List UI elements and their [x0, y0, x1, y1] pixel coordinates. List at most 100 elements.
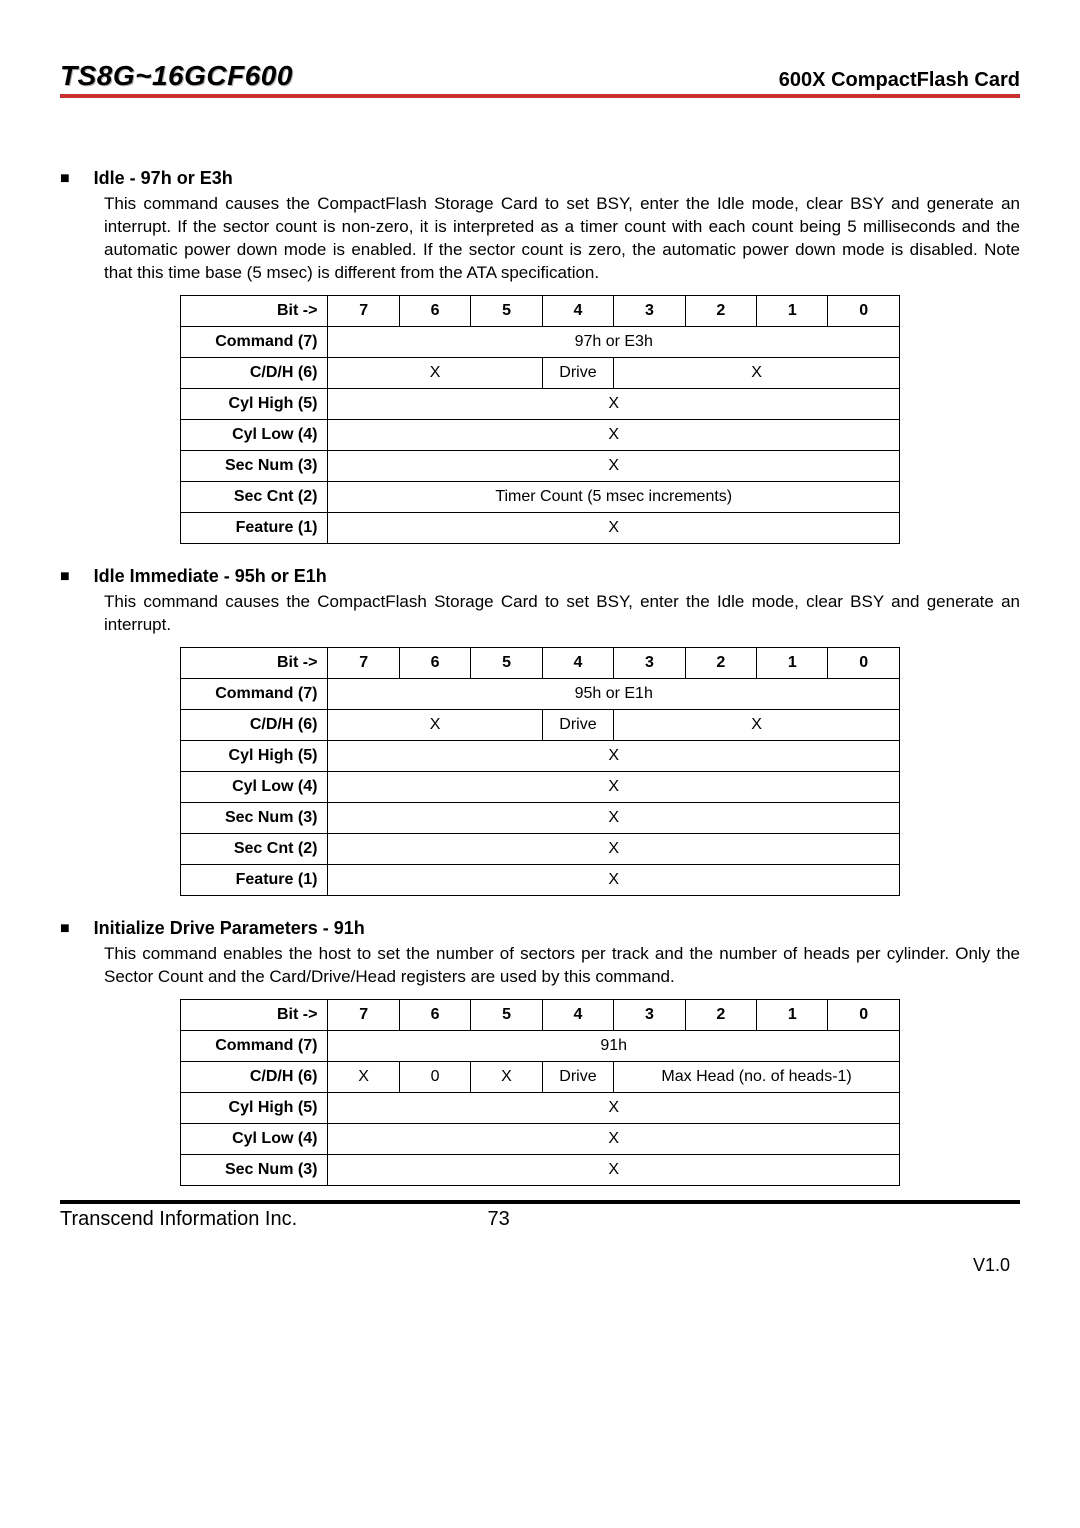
table-cell: X: [328, 864, 900, 895]
bit-column-header: 0: [828, 295, 900, 326]
row-label: Cyl High (5): [181, 1092, 328, 1123]
row-label: Feature (1): [181, 512, 328, 543]
table-row: Command (7)97h or E3h: [181, 326, 900, 357]
table-cell: X: [614, 357, 900, 388]
table-row: Sec Num (3)X: [181, 802, 900, 833]
bullet-icon: ■: [60, 568, 70, 586]
table-row: Feature (1)X: [181, 512, 900, 543]
bit-column-header: 4: [542, 295, 613, 326]
row-label: Cyl High (5): [181, 388, 328, 419]
table-cell: 0: [399, 1061, 470, 1092]
table-header-row: Bit ->76543210: [181, 999, 900, 1030]
bullet-icon: ■: [60, 920, 70, 938]
bit-column-header: 1: [757, 295, 828, 326]
table-cell: Drive: [542, 357, 613, 388]
table-cell: 95h or E1h: [328, 678, 900, 709]
bit-column-header: 7: [328, 295, 399, 326]
row-label: Cyl High (5): [181, 740, 328, 771]
table-cell: X: [328, 1092, 900, 1123]
table-cell: X: [328, 833, 900, 864]
section-description: This command causes the CompactFlash Sto…: [104, 193, 1020, 285]
command-section: ■ Idle - 97h or E3h This command causes th…: [60, 168, 1020, 544]
bit-column-header: 5: [471, 647, 542, 678]
table-row: Cyl Low (4)X: [181, 419, 900, 450]
table-cell: Timer Count (5 msec increments): [328, 481, 900, 512]
footer-row: Transcend Information Inc. 73: [60, 1204, 1020, 1231]
bullet-icon: ■: [60, 170, 70, 188]
table-row: Sec Cnt (2)X: [181, 833, 900, 864]
table-row: Feature (1)X: [181, 864, 900, 895]
table-cell: X: [328, 512, 900, 543]
row-label: Feature (1): [181, 864, 328, 895]
bit-column-header: 0: [828, 647, 900, 678]
row-label: Sec Num (3): [181, 802, 328, 833]
table-cell: X: [328, 802, 900, 833]
table-cell: X: [328, 709, 542, 740]
table-row: Cyl Low (4)X: [181, 771, 900, 802]
table-row: Cyl Low (4)X: [181, 1123, 900, 1154]
table-cell: X: [328, 771, 900, 802]
row-label: Cyl Low (4): [181, 771, 328, 802]
bit-column-header: 3: [614, 999, 685, 1030]
page: TS8G~16GCF600 600X CompactFlash Card ■ Id…: [0, 0, 1080, 1306]
table-row: C/D/H (6)XDriveX: [181, 709, 900, 740]
footer-version: V1.0: [60, 1255, 1020, 1276]
table-cell: X: [328, 419, 900, 450]
bit-column-header: 5: [471, 295, 542, 326]
bit-column-header: 4: [542, 999, 613, 1030]
section-heading: ■ Idle Immediate - 95h or E1h: [60, 566, 1020, 587]
bit-column-header: 7: [328, 999, 399, 1030]
row-label: Sec Num (3): [181, 1154, 328, 1185]
table-row: Sec Num (3)X: [181, 1154, 900, 1185]
section-title: Idle Immediate - 95h or E1h: [94, 566, 327, 587]
model-title: TS8G~16GCF600: [60, 60, 293, 92]
table-cell: X: [328, 1123, 900, 1154]
footer-page: 73: [487, 1208, 509, 1231]
table-cell: 97h or E3h: [328, 326, 900, 357]
table-row: Cyl High (5)X: [181, 740, 900, 771]
table-cell: X: [471, 1061, 542, 1092]
table-row: Command (7)91h: [181, 1030, 900, 1061]
table-header-row: Bit ->76543210: [181, 647, 900, 678]
table-cell: X: [328, 357, 542, 388]
table-header-row: Bit ->76543210: [181, 295, 900, 326]
row-label: C/D/H (6): [181, 709, 328, 740]
bit-column-header: 5: [471, 999, 542, 1030]
bit-column-header: 2: [685, 647, 756, 678]
product-title: 600X CompactFlash Card: [779, 69, 1020, 92]
command-section: ■ Initialize Drive Parameters - 91h This c…: [60, 918, 1020, 1186]
section-title: Initialize Drive Parameters - 91h: [94, 918, 365, 939]
bit-column-header: 6: [399, 295, 470, 326]
bit-header-label: Bit ->: [181, 647, 328, 678]
table-cell: X: [614, 709, 900, 740]
bit-column-header: 1: [757, 647, 828, 678]
bit-column-header: 6: [399, 999, 470, 1030]
table-cell: X: [328, 388, 900, 419]
table-cell: X: [328, 740, 900, 771]
table-row: Sec Cnt (2)Timer Count (5 msec increment…: [181, 481, 900, 512]
row-label: C/D/H (6): [181, 357, 328, 388]
footer-company: Transcend Information Inc.: [60, 1208, 297, 1231]
section-title: Idle - 97h or E3h: [94, 168, 233, 189]
table-cell: Drive: [542, 1061, 613, 1092]
register-table: Bit ->76543210Command (7)91hC/D/H (6)X0X…: [180, 999, 900, 1186]
table-cell: 91h: [328, 1030, 900, 1061]
command-section: ■ Idle Immediate - 95h or E1h This command…: [60, 566, 1020, 896]
table-cell: Max Head (no. of heads-1): [614, 1061, 900, 1092]
register-table: Bit ->76543210Command (7)97h or E3hC/D/H…: [180, 295, 900, 544]
sections-container: ■ Idle - 97h or E3h This command causes th…: [60, 168, 1020, 1186]
table-cell: Drive: [542, 709, 613, 740]
row-label: Sec Cnt (2): [181, 481, 328, 512]
row-label: Cyl Low (4): [181, 1123, 328, 1154]
bit-column-header: 1: [757, 999, 828, 1030]
table-cell: X: [328, 1154, 900, 1185]
row-label: Sec Num (3): [181, 450, 328, 481]
bit-column-header: 3: [614, 295, 685, 326]
bit-header-label: Bit ->: [181, 295, 328, 326]
row-label: Sec Cnt (2): [181, 833, 328, 864]
table-row: C/D/H (6)X0XDriveMax Head (no. of heads-…: [181, 1061, 900, 1092]
section-description: This command causes the CompactFlash Sto…: [104, 591, 1020, 637]
section-description: This command enables the host to set the…: [104, 943, 1020, 989]
row-label: Command (7): [181, 1030, 328, 1061]
bit-column-header: 7: [328, 647, 399, 678]
